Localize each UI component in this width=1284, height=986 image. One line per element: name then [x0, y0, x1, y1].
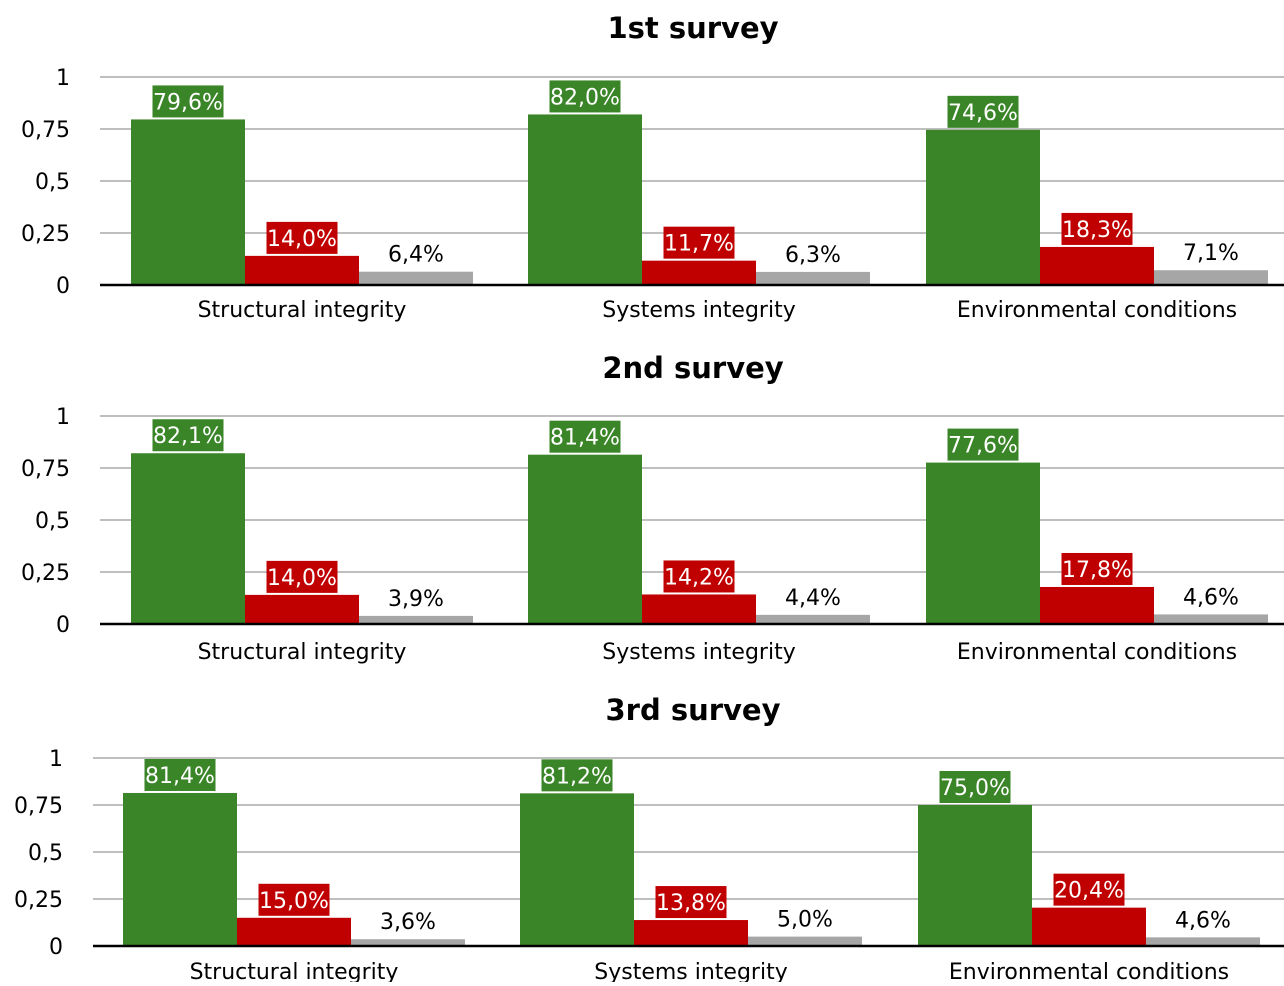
- x-category-label: Systems integrity: [594, 960, 787, 982]
- x-category-label: Structural integrity: [190, 960, 399, 982]
- y-tick-label: 0,5: [35, 170, 70, 195]
- y-tick-label: 0: [56, 274, 70, 299]
- x-category-label: Structural integrity: [198, 298, 407, 323]
- x-category-label: Structural integrity: [198, 640, 407, 665]
- chart-3: 3rd survey 0 0,25 0,5 0,75 1 81,4% 81,2% 75,0% 15…: [14, 693, 1284, 982]
- bar-gray-2: [756, 615, 870, 624]
- bar-red-1: [237, 918, 351, 946]
- data-label: 81,4%: [145, 764, 215, 789]
- bar-green-2: [528, 114, 642, 285]
- bar-green-3: [926, 130, 1040, 285]
- bar-red-3: [1040, 247, 1154, 285]
- y-tick-label: 0: [56, 613, 70, 638]
- data-label: 81,4%: [550, 426, 620, 451]
- data-label: 6,4%: [388, 243, 444, 268]
- x-category-label: Systems integrity: [602, 298, 795, 323]
- data-label: 18,3%: [1062, 218, 1132, 243]
- data-label: 74,6%: [948, 101, 1018, 126]
- data-label: 15,0%: [259, 889, 329, 914]
- y-tick-label: 1: [49, 747, 63, 772]
- bar-gray-3: [1154, 270, 1268, 285]
- data-label: 14,0%: [267, 227, 337, 252]
- data-label: 20,4%: [1054, 879, 1124, 904]
- data-label: 4,4%: [785, 586, 841, 611]
- chart-title: 3rd survey: [605, 693, 780, 727]
- x-category-label: Environmental conditions: [949, 960, 1229, 982]
- data-label: 77,6%: [948, 434, 1018, 459]
- y-tick-label: 0: [49, 935, 63, 960]
- y-tick-label: 0,25: [21, 561, 70, 586]
- bar-red-2: [642, 261, 756, 285]
- chart-1: 1st survey 0 0,25 0,5 0,75 1 79,6% 82,0% 74,6% 14…: [21, 11, 1284, 323]
- data-label: 82,0%: [550, 85, 620, 110]
- data-label: 7,1%: [1183, 241, 1239, 266]
- data-label: 14,2%: [664, 565, 734, 590]
- x-category-label: Environmental conditions: [957, 298, 1237, 323]
- bar-green-1: [131, 119, 245, 285]
- x-category-label: Environmental conditions: [957, 640, 1237, 665]
- x-category-label: Systems integrity: [602, 640, 795, 665]
- data-label: 75,0%: [940, 776, 1010, 801]
- data-label: 3,6%: [380, 910, 436, 935]
- bar-red-1: [245, 595, 359, 624]
- data-label: 3,9%: [388, 587, 444, 612]
- y-tick-label: 0,75: [21, 457, 70, 482]
- chart-title: 2nd survey: [602, 351, 783, 385]
- bar-gray-3: [1154, 614, 1268, 624]
- chart-2: 2nd survey 0 0,25 0,5 0,75 1 82,1% 81,4% 77,6% 14…: [21, 351, 1284, 665]
- data-label: 79,6%: [153, 90, 223, 115]
- bar-green-1: [131, 453, 245, 624]
- data-label: 11,7%: [664, 232, 734, 257]
- y-tick-label: 1: [56, 66, 70, 91]
- bar-gray-1: [359, 272, 473, 285]
- y-tick-label: 0,75: [21, 118, 70, 143]
- bar-gray-2: [748, 937, 862, 946]
- data-label: 4,6%: [1175, 908, 1231, 933]
- y-tick-label: 1: [56, 405, 70, 430]
- bar-red-3: [1040, 587, 1154, 624]
- bar-green-2: [520, 793, 634, 946]
- chart-title: 1st survey: [607, 11, 778, 45]
- y-tick-label: 0,25: [21, 222, 70, 247]
- data-label: 82,1%: [153, 424, 223, 449]
- y-tick-label: 0,25: [14, 888, 63, 913]
- bar-red-1: [245, 256, 359, 285]
- data-label: 5,0%: [777, 908, 833, 933]
- bar-gray-3: [1146, 937, 1260, 946]
- data-label: 4,6%: [1183, 585, 1239, 610]
- bar-gray-2: [756, 272, 870, 285]
- data-label: 13,8%: [656, 891, 726, 916]
- bar-red-2: [642, 594, 756, 624]
- bar-green-2: [528, 455, 642, 624]
- bar-green-1: [123, 793, 237, 946]
- bar-green-3: [926, 463, 1040, 624]
- data-label: 17,8%: [1062, 558, 1132, 583]
- y-tick-label: 0,75: [14, 794, 63, 819]
- bar-red-2: [634, 920, 748, 946]
- bar-red-3: [1032, 908, 1146, 946]
- data-label: 81,2%: [542, 764, 612, 789]
- y-tick-label: 0,5: [35, 509, 70, 534]
- bar-green-3: [918, 805, 1032, 946]
- data-label: 14,0%: [267, 566, 337, 591]
- data-label: 6,3%: [785, 243, 841, 268]
- y-tick-label: 0,5: [28, 841, 63, 866]
